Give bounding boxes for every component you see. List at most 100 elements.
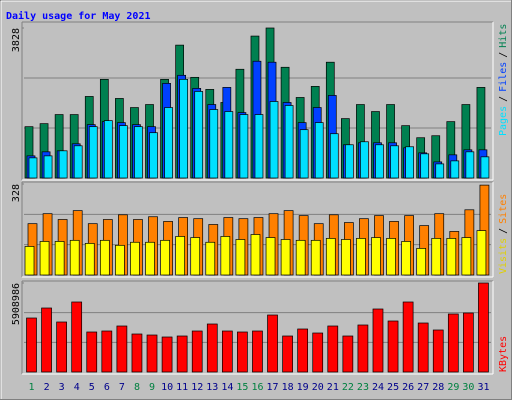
legend-entry: Visits [498, 238, 509, 274]
x-tick-label: 22 [342, 382, 354, 393]
bar [310, 239, 321, 276]
bar [282, 335, 293, 373]
bar [465, 151, 475, 179]
x-tick-label: 23 [357, 382, 369, 393]
x-tick-label: 1 [29, 382, 35, 393]
bar [194, 91, 204, 179]
bar [179, 78, 188, 179]
bar [284, 105, 294, 179]
bar [220, 236, 231, 276]
bar [115, 244, 125, 276]
bar [478, 282, 489, 373]
legend-entry: Hits [498, 24, 509, 48]
bar [356, 238, 366, 276]
x-tick-label: 14 [221, 382, 233, 393]
bar [435, 163, 445, 179]
x-tick-label: 13 [206, 382, 218, 393]
bar [360, 141, 369, 179]
bar [26, 317, 37, 373]
bar [119, 125, 128, 179]
bar [357, 324, 369, 373]
bar [73, 145, 83, 179]
legend-entry: Files [498, 62, 509, 92]
bar [43, 155, 53, 179]
bar [254, 114, 264, 179]
bar [401, 241, 411, 276]
bar [86, 331, 98, 373]
bar [446, 238, 457, 276]
bar [390, 145, 399, 179]
bar [28, 157, 38, 179]
bar [280, 239, 291, 276]
x-tick-label: 26 [402, 382, 414, 393]
bar [116, 325, 128, 373]
x-tick-label: 10 [161, 382, 173, 393]
bar [371, 237, 381, 276]
bar [209, 109, 219, 179]
x-tick-label: 18 [282, 382, 294, 393]
x-tick-label: 15 [236, 382, 248, 393]
x-tick-label: 20 [312, 382, 324, 393]
bar [176, 335, 188, 373]
legend-separator: / [498, 96, 509, 102]
bar [327, 325, 339, 373]
x-tick-label: 5 [89, 382, 95, 393]
bar [149, 132, 158, 179]
bar [58, 150, 68, 179]
bar [265, 237, 276, 276]
bar [221, 330, 233, 373]
bar [402, 301, 414, 373]
x-tick-label: 9 [149, 382, 155, 393]
bar [54, 241, 65, 276]
bar [145, 241, 155, 276]
legend-entry: Pages [498, 106, 509, 136]
bar [239, 114, 249, 179]
bar [224, 111, 234, 179]
bar [405, 146, 414, 179]
bar [387, 320, 399, 373]
x-tick-label: 24 [372, 382, 384, 393]
bar [431, 238, 442, 276]
bar [71, 301, 83, 373]
x-tick-label: 31 [477, 382, 489, 393]
bar [372, 308, 384, 373]
bar [69, 239, 80, 276]
x-tick-label: 19 [297, 382, 309, 393]
legend-entry: Sites [498, 194, 509, 224]
bar [130, 241, 140, 276]
bar [329, 133, 339, 179]
bar [134, 126, 143, 179]
x-tick-label: 27 [417, 382, 429, 393]
x-tick-label: 25 [387, 382, 399, 393]
legend-separator: / [498, 228, 509, 234]
bar [267, 314, 278, 373]
bar [84, 243, 95, 276]
bar [252, 330, 263, 373]
bar [101, 330, 113, 373]
x-tick-label: 3 [59, 382, 65, 393]
bar [56, 321, 67, 373]
x-tick-label: 6 [104, 382, 110, 393]
bar [39, 241, 50, 276]
bar [450, 160, 460, 179]
y-tick-label: 5908986 [11, 283, 22, 325]
bar [461, 237, 472, 276]
x-tick-label: 2 [44, 382, 50, 393]
bar [131, 333, 143, 373]
bar [295, 239, 306, 276]
bar [161, 336, 173, 373]
bar [235, 239, 246, 276]
bar [205, 241, 216, 276]
y-tick-label: 328 [11, 184, 22, 202]
legend: Visits / Sites [498, 194, 509, 274]
bar [160, 239, 170, 276]
bar [269, 101, 279, 179]
x-tick-label: 28 [432, 382, 444, 393]
bar [250, 234, 261, 276]
bar [24, 246, 35, 276]
bar [325, 238, 336, 276]
x-tick-label: 4 [74, 382, 80, 393]
bar [299, 129, 309, 179]
x-tick-label: 12 [191, 382, 203, 393]
bar [41, 307, 52, 373]
